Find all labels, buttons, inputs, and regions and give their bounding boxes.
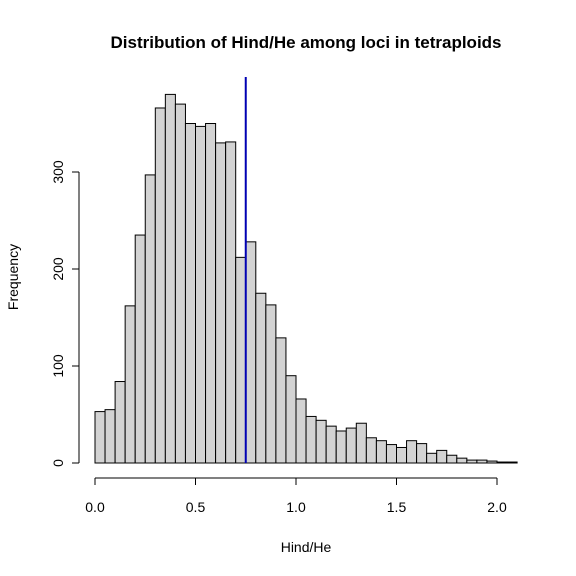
histogram-bar xyxy=(134,234,146,464)
histogram-bar xyxy=(215,142,227,464)
histogram-bar xyxy=(305,415,317,464)
histogram-bar xyxy=(154,107,166,464)
y-tick-label: 0 xyxy=(50,459,66,467)
x-axis-label: Hind/He xyxy=(281,539,332,555)
histogram-bar xyxy=(436,449,448,464)
histogram-bar xyxy=(496,461,508,464)
histogram-bar xyxy=(335,430,347,464)
histogram-bar xyxy=(315,419,327,464)
x-tick-label: 2.0 xyxy=(487,499,507,515)
histogram-bar xyxy=(476,459,488,464)
histogram-bar xyxy=(416,443,428,464)
x-axis: 0.0 0.5 1.0 1.5 2.0 xyxy=(85,477,507,515)
histogram-bar xyxy=(456,457,468,464)
histogram-bar xyxy=(446,454,458,464)
x-tick-label: 1.5 xyxy=(387,499,407,515)
histogram-bar xyxy=(375,440,387,464)
histogram-bar xyxy=(275,337,287,464)
histogram-bar xyxy=(94,411,106,464)
x-tick-label: 1.0 xyxy=(286,499,306,515)
histogram-bar xyxy=(406,440,418,464)
histogram-bar xyxy=(205,123,217,464)
y-axis: 0 100 200 300 xyxy=(50,160,80,467)
histogram-bar xyxy=(255,292,267,464)
histogram-bar xyxy=(486,460,498,464)
histogram-bar xyxy=(466,459,478,464)
histogram-bar xyxy=(345,427,357,464)
histogram-bar xyxy=(295,398,307,464)
histogram-bar xyxy=(385,444,398,464)
histogram-bar xyxy=(365,437,377,464)
y-tick-label: 200 xyxy=(50,257,66,281)
y-tick-label: 100 xyxy=(50,354,66,378)
histogram-bar xyxy=(195,125,207,464)
histogram-bar xyxy=(164,93,176,464)
x-tick-label: 0.0 xyxy=(85,499,105,515)
histogram-bar xyxy=(235,256,247,464)
x-tick-label: 0.5 xyxy=(186,499,206,515)
histogram-bar xyxy=(325,425,337,464)
histogram-bar xyxy=(104,409,116,464)
histogram-bar xyxy=(265,304,277,464)
histogram-bar xyxy=(124,305,136,464)
histogram-bar xyxy=(114,381,126,464)
histogram-bar xyxy=(184,123,196,464)
histogram-bars xyxy=(94,93,518,464)
chart-title: Distribution of Hind/He among loci in te… xyxy=(111,33,502,52)
y-axis-label: Frequency xyxy=(5,244,21,310)
histogram-bar xyxy=(396,446,408,464)
histogram-bar xyxy=(355,422,367,464)
histogram-bar xyxy=(174,103,186,464)
histogram-bar xyxy=(225,141,237,464)
y-tick-label: 300 xyxy=(50,160,66,184)
histogram-bar xyxy=(144,174,156,464)
histogram-bar xyxy=(245,241,257,464)
histogram-bar xyxy=(426,452,438,464)
histogram-bar xyxy=(506,461,518,464)
histogram-bar xyxy=(285,375,297,464)
